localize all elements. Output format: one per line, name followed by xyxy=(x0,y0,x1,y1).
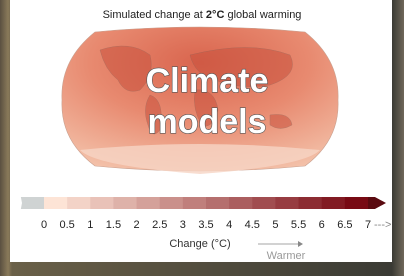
colorbar-tick-label: 0 xyxy=(41,219,47,231)
colorbar-segment xyxy=(206,197,230,209)
colorbar-segment xyxy=(322,197,346,209)
colorbar-segment xyxy=(90,197,114,209)
colorbar-segment xyxy=(345,197,369,209)
page: Simulated change at 2°C global warming C… xyxy=(0,0,404,276)
colorbar-tick-label: 2.5 xyxy=(152,219,167,231)
colorbar-tick-label: 0.5 xyxy=(59,219,74,231)
colorbar-segment xyxy=(229,197,253,209)
colorbar-segment xyxy=(44,197,68,209)
colorbar-tick-label: 2 xyxy=(134,219,140,231)
colorbar-label: Change (°C) xyxy=(169,238,230,250)
figure: Climate models ---> Change (°C) Warmer 0… xyxy=(0,0,404,276)
colorbar-segment xyxy=(252,197,276,209)
colorbar-over xyxy=(368,197,386,209)
colorbar-tick-label: 3.5 xyxy=(198,219,213,231)
warmer-arrowhead xyxy=(298,241,303,247)
colorbar-segment xyxy=(275,197,299,209)
colorbar-tick-label: 7 xyxy=(365,219,371,231)
colorbar-tick-label: 5.5 xyxy=(291,219,306,231)
colorbar-segment xyxy=(299,197,323,209)
colorbar-tick-label: 5 xyxy=(272,219,278,231)
colorbar-tick-label: 4 xyxy=(226,219,232,231)
colorbar xyxy=(21,197,386,209)
colorbar-segment xyxy=(160,197,184,209)
colorbar-tick-label: 1.5 xyxy=(106,219,121,231)
colorbar-tick-label: 6.5 xyxy=(337,219,352,231)
colorbar-tick-label: 4.5 xyxy=(245,219,260,231)
colorbar-segment xyxy=(113,197,137,209)
colorbar-more: ---> xyxy=(374,219,391,231)
overlay-title: Climate xyxy=(146,62,269,100)
colorbar-segment xyxy=(67,197,91,209)
colorbar-tick-label: 6 xyxy=(319,219,325,231)
colorbar-tick-label: 3 xyxy=(180,219,186,231)
colorbar-segment xyxy=(183,197,207,209)
colorbar-segment xyxy=(137,197,161,209)
colorbar-under xyxy=(21,197,44,209)
southern-ocean xyxy=(80,144,320,174)
colorbar-tick-label: 1 xyxy=(87,219,93,231)
direction-label: Warmer xyxy=(267,250,306,262)
overlay-title: models xyxy=(147,103,266,141)
